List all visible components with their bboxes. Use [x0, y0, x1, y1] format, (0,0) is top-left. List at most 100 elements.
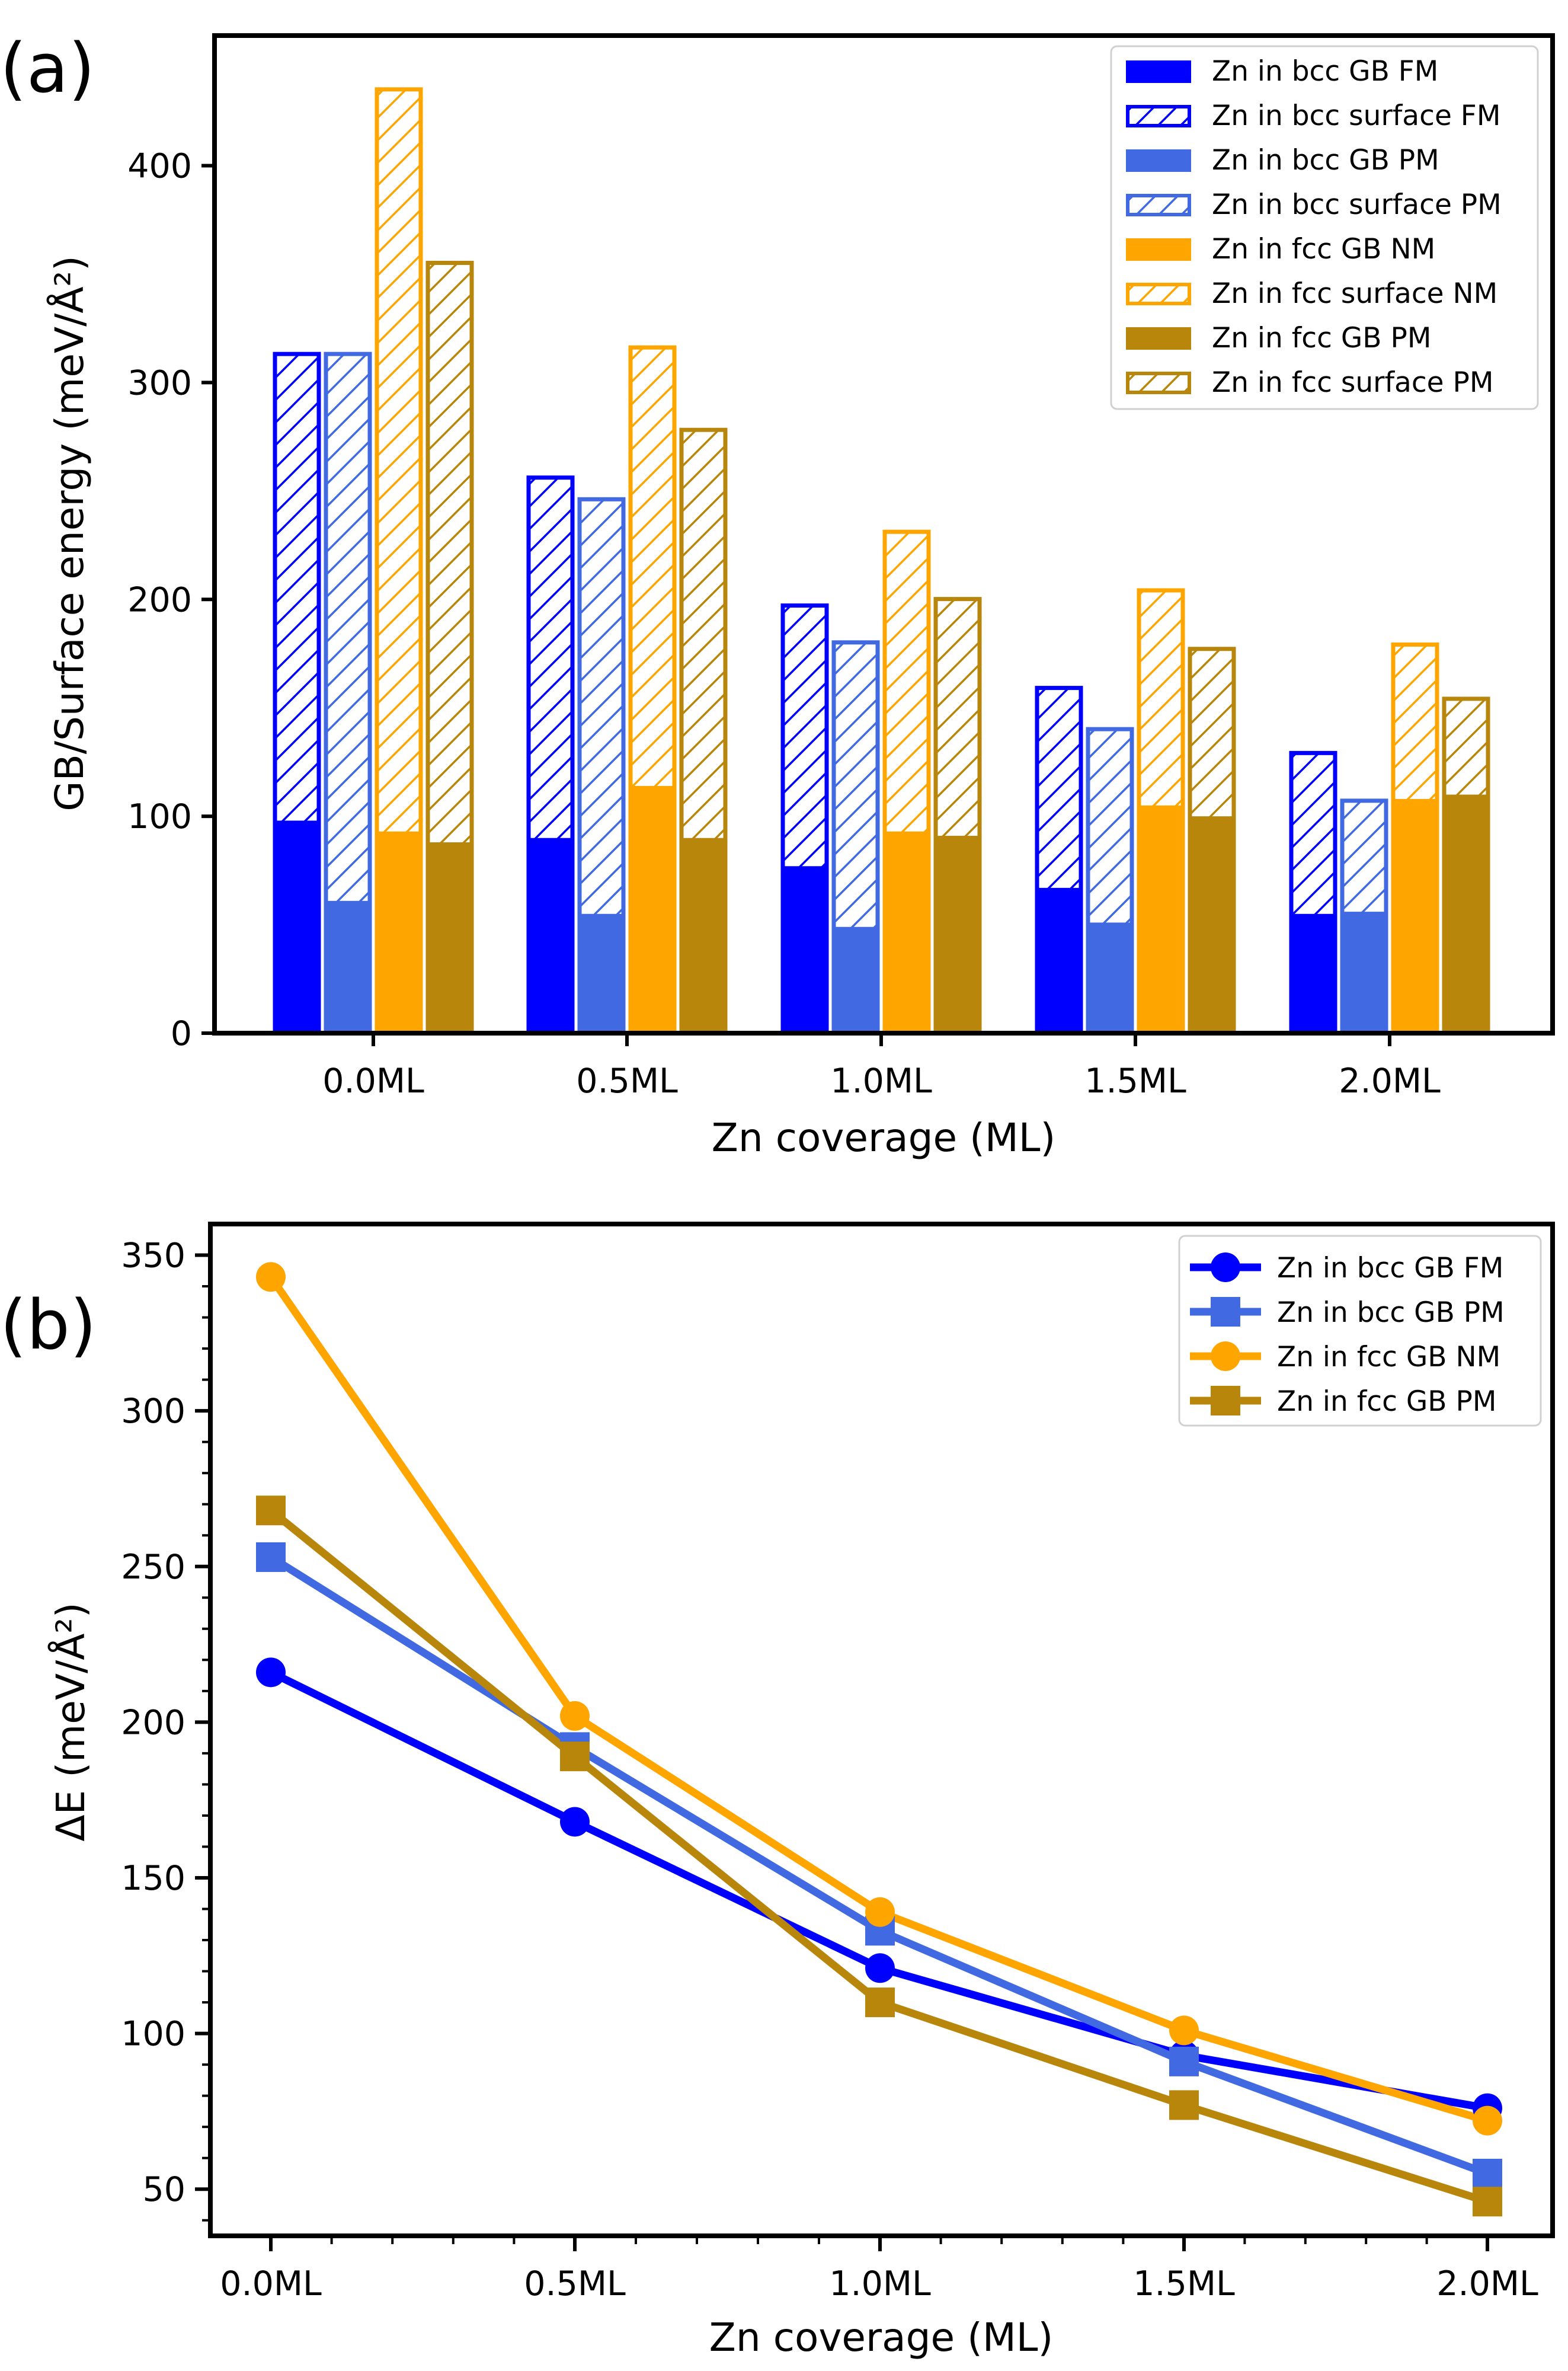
y-tick-label: 250: [121, 1548, 185, 1587]
legend-label: Zn in bcc surface FM: [1212, 100, 1500, 132]
gb-bar-3-4: [1442, 794, 1490, 1033]
data-point-3-1: [560, 1741, 590, 1772]
legend-marker: [1211, 1297, 1240, 1327]
legend-swatch-surface: [1126, 105, 1191, 127]
data-point-1-0: [256, 1542, 286, 1572]
legend-swatch-surface: [1126, 194, 1191, 216]
legend-box: [1110, 45, 1539, 410]
y-tick-label: 400: [127, 147, 192, 186]
legend-label: Zn in fcc surface PM: [1212, 366, 1493, 399]
series-line-1: [268, 1554, 1489, 2178]
x-axis-title: Zn coverage (ML): [712, 1115, 1056, 1161]
gb-bar-2-3: [1137, 805, 1185, 1033]
data-point-0-2: [865, 1953, 895, 1983]
legend-marker: [1211, 1252, 1240, 1282]
gb-bar-3-3: [1188, 816, 1236, 1033]
legend: Zn in bcc GB FM Zn in bcc surface FM Zn in…: [1110, 45, 1539, 410]
legend-label: Zn in bcc surface PM: [1212, 188, 1502, 221]
y-tick-label: 300: [121, 1392, 185, 1431]
panel-a-label: (a): [0, 29, 95, 108]
data-point-2-3: [1169, 2015, 1199, 2046]
x-tick-label: 0.0ML: [322, 1062, 424, 1101]
x-tick-label: 1.0ML: [829, 2264, 931, 2303]
data-point-2-1: [560, 1701, 590, 1731]
gb-bar-3-1: [680, 838, 727, 1033]
legend-marker: [1211, 1386, 1240, 1415]
legend-swatch-surface: [1126, 372, 1191, 394]
gb-bar-0-3: [1035, 887, 1083, 1033]
y-tick-label: 300: [127, 363, 192, 402]
y-tick-label: 50: [142, 2170, 185, 2209]
x-axis: 0.0ML 0.5ML 1.0ML 1.5ML 2.0ML: [220, 2236, 1538, 2303]
legend-label: Zn in fcc GB NM: [1212, 233, 1435, 266]
data-point-1-4: [1473, 2158, 1502, 2188]
y-tick-label: 350: [121, 1236, 185, 1276]
data-point-0-1: [560, 1807, 590, 1837]
legend-swatch-gb: [1126, 327, 1191, 350]
x-tick-label: 2.0ML: [1436, 2264, 1538, 2303]
y-axis-title: ΔE (meV/Å²): [48, 1602, 94, 1841]
bar-layer: [273, 87, 1490, 1036]
gb-bar-0-4: [1289, 913, 1337, 1033]
legend: Zn in bcc GB FM Zn in bcc GB PM Zn in fcc …: [1178, 1235, 1542, 1427]
y-axis: 50 100 150 200 250 300 350: [121, 1236, 210, 2222]
gb-bar-2-2: [883, 831, 930, 1033]
gb-bar-3-0: [426, 842, 473, 1033]
gb-bar-2-0: [375, 831, 423, 1033]
data-point-3-2: [865, 1987, 895, 2018]
gb-bar-1-1: [578, 913, 625, 1033]
series-line-3: [268, 1507, 1489, 2206]
series-layer: [256, 1262, 1502, 2217]
y-tick-label: 100: [127, 797, 192, 836]
legend-entries: Zn in bcc GB FM Zn in bcc surface FM Zn in…: [1126, 55, 1502, 399]
legend-label: Zn in fcc GB PM: [1277, 1385, 1496, 1418]
panel-b-label: (b): [0, 1286, 97, 1365]
x-tick-label: 1.5ML: [1084, 1062, 1186, 1101]
gb-bar-2-4: [1391, 798, 1439, 1033]
legend-swatch-gb: [1126, 149, 1191, 172]
gb-bar-2-1: [629, 785, 676, 1033]
gb-bar-3-2: [934, 836, 981, 1033]
x-tick-label: 1.0ML: [830, 1062, 932, 1101]
y-axis: 0 100 200 300 400: [127, 147, 215, 1053]
data-point-3-0: [256, 1496, 286, 1526]
legend-swatch-surface: [1126, 283, 1191, 305]
legend-swatch-gb: [1126, 60, 1191, 83]
legend-label: Zn in fcc GB PM: [1212, 322, 1431, 354]
legend-label: Zn in bcc GB FM: [1212, 55, 1438, 88]
data-point-2-2: [865, 1897, 895, 1927]
x-tick-label: 0.5ML: [576, 1062, 678, 1101]
gb-bar-1-3: [1086, 922, 1134, 1033]
x-axis: 0.0ML 0.5ML 1.0ML 1.5ML 2.0ML: [322, 1033, 1441, 1101]
data-point-1-3: [1169, 2046, 1199, 2076]
y-tick-label: 100: [121, 2015, 185, 2054]
gb-bar-0-1: [527, 838, 574, 1033]
x-tick-label: 2.0ML: [1339, 1062, 1441, 1101]
legend-swatch-gb: [1126, 238, 1191, 261]
y-tick-label: 150: [121, 1859, 185, 1898]
data-point-0-0: [256, 1657, 286, 1688]
gb-bar-1-4: [1340, 912, 1388, 1033]
x-tick-label: 0.5ML: [524, 2264, 626, 2303]
gb-bar-0-2: [781, 866, 828, 1033]
legend-label: Zn in bcc GB PM: [1277, 1296, 1505, 1329]
gb-bar-1-2: [832, 926, 879, 1033]
line-chart-panel: 50 100 150 200 250 300 350 0.0ML 0.5ML 1.0ML 1.5M…: [48, 1222, 1555, 2360]
y-tick-label: 200: [127, 580, 192, 619]
legend-label: Zn in bcc GB FM: [1277, 1252, 1503, 1284]
series-line-0: [269, 1669, 1489, 2113]
x-tick-label: 1.5ML: [1133, 2264, 1235, 2303]
data-point-3-4: [1473, 2187, 1502, 2217]
y-tick-label: 200: [121, 1703, 185, 1742]
y-tick-label: 0: [171, 1014, 192, 1053]
legend-box: [1178, 1235, 1542, 1427]
legend-entries: Zn in bcc GB FM Zn in bcc GB PM Zn in fcc …: [1190, 1252, 1505, 1418]
x-axis-title: Zn coverage (ML): [709, 2315, 1054, 2360]
legend-label: Zn in fcc GB NM: [1277, 1341, 1500, 1373]
gb-bar-1-0: [324, 900, 372, 1033]
y-axis-title: GB/Surface energy (meV/Å²): [47, 255, 92, 811]
plot-frame: [212, 33, 1555, 1036]
data-point-2-0: [256, 1262, 286, 1292]
